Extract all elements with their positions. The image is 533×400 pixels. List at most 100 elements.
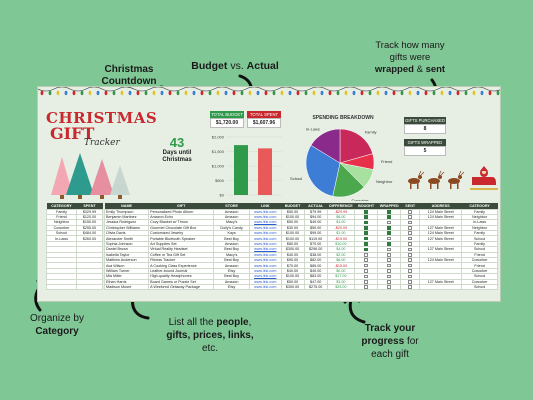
light-bulb [288,90,292,96]
checkbox[interactable] [408,215,412,219]
cell-link[interactable]: www.link.com [248,230,282,237]
light-bulb [96,90,100,96]
checkbox[interactable] [408,258,412,262]
cell-link[interactable]: www.link.com [248,251,282,259]
cell-link[interactable]: www.link.com [248,208,282,215]
table-row: Alexander Smith Portable Bluetooth Speake… [103,235,498,242]
gift-table: NAME GIFT STORE LINK BUDGET ACTUAL DIFFERENCE B… [103,203,498,291]
cell-link[interactable]: www.link.com [248,273,282,280]
cell-link[interactable]: www.link.com [248,224,282,232]
checkbox[interactable] [364,253,368,257]
checkbox[interactable] [364,285,368,289]
cell-link[interactable]: www.link.com [248,246,282,253]
checkbox[interactable] [387,253,391,257]
cell-link[interactable]: www.link.com [248,283,282,291]
gift-header-gift: GIFT [148,203,214,209]
budget-vs-actual-chart: $2,000 $1,500 $1,000 $500 $0 [212,135,282,198]
callout-budget-c: Actual [246,60,279,72]
bar-actual [258,148,272,195]
checkbox[interactable] [408,274,412,278]
checkbox[interactable] [387,280,391,284]
cell-link[interactable]: www.link.com [248,219,282,226]
checkbox[interactable] [364,258,368,262]
checkbox[interactable] [387,220,391,225]
light-bulb [72,90,76,96]
checkbox[interactable] [387,285,391,289]
checkbox[interactable] [408,226,412,230]
checkbox[interactable] [364,210,368,214]
cell-actual: $275.00 [303,283,328,291]
logo: CHRISTMAS GIFT Tracker [46,109,157,148]
checkbox[interactable] [387,274,391,278]
light-bulb [56,90,60,96]
checkbox[interactable] [364,215,368,219]
checkbox[interactable] [408,242,412,246]
checkbox[interactable] [408,285,412,289]
checkbox[interactable] [387,269,391,273]
checkbox[interactable] [364,231,368,235]
checkbox[interactable] [364,263,368,268]
light-bulb [48,90,52,96]
cell-link[interactable]: www.link.com [248,256,282,264]
gift-tracker-sheet: CHRISTMAS GIFT Tracker 43 Days until Chr… [37,86,501,302]
checkbox[interactable] [387,258,391,262]
checkbox[interactable] [387,242,391,246]
checkbox[interactable] [387,247,391,252]
cell-link[interactable]: www.link.com [248,235,282,242]
checkbox[interactable] [364,242,368,246]
y-tick-label: $1,500 [212,149,225,154]
track-wrapped-callout: Track how many gifts were wrapped & sent [354,40,466,76]
light-bulb [376,90,380,96]
light-bulb [128,90,132,96]
checkbox[interactable] [408,231,412,235]
checkbox[interactable] [387,263,391,268]
checkbox[interactable] [364,220,368,225]
checkbox[interactable] [387,215,391,219]
table-row: Mia Miller High-quality Headphones Best Bu… [103,273,498,280]
checkbox[interactable] [364,269,368,273]
cell-link[interactable]: www.link.com [248,278,282,286]
light-bulb [64,90,68,96]
light-bulb [496,90,500,96]
category-header-spent: SPENT [76,203,103,209]
countdown-days: 43 [169,135,185,150]
sent-checkbox-cell [400,283,421,291]
checkbox[interactable] [408,280,412,284]
checkbox[interactable] [408,263,412,268]
cell-link[interactable]: www.link.com [248,213,282,221]
checkbox[interactable] [364,237,368,241]
logo-line3: Tracker [84,138,120,148]
callout-track-line2: gifts were [389,52,431,63]
checkbox[interactable] [408,220,412,225]
light-bulb [160,90,164,96]
light-bulb [232,90,236,96]
checkbox[interactable] [364,247,368,252]
checkbox[interactable] [364,274,368,278]
pie-label: Family [365,129,377,134]
checkbox[interactable] [387,237,391,241]
checkbox[interactable] [387,226,391,230]
table-row: Sophia Johnson Art Supplies Set Amazon www.… [103,240,498,248]
checkbox[interactable] [408,269,412,273]
checkbox[interactable] [364,226,368,230]
callout-track-line3c: sent [425,64,446,75]
checkbox[interactable] [408,237,412,241]
checkbox[interactable] [408,253,412,257]
checkbox[interactable] [387,231,391,235]
light-bulb [104,90,108,96]
string-lights-icon [38,87,500,96]
cell-link[interactable]: www.link.com [248,262,282,269]
light-bulb [464,90,468,96]
checkbox[interactable] [364,280,368,284]
light-bulb [80,90,84,96]
cell-link[interactable]: www.link.com [248,240,282,248]
countdown-label1: Days until [162,150,192,156]
y-tick-label: $500 [215,178,225,183]
checkbox[interactable] [387,210,391,214]
cell-link[interactable]: www.link.com [248,267,282,275]
light-bulb [320,90,324,96]
pie-label: Neighbor [376,179,393,184]
checkbox[interactable] [408,247,412,252]
checkbox[interactable] [408,210,412,214]
light-bulb [272,90,276,96]
